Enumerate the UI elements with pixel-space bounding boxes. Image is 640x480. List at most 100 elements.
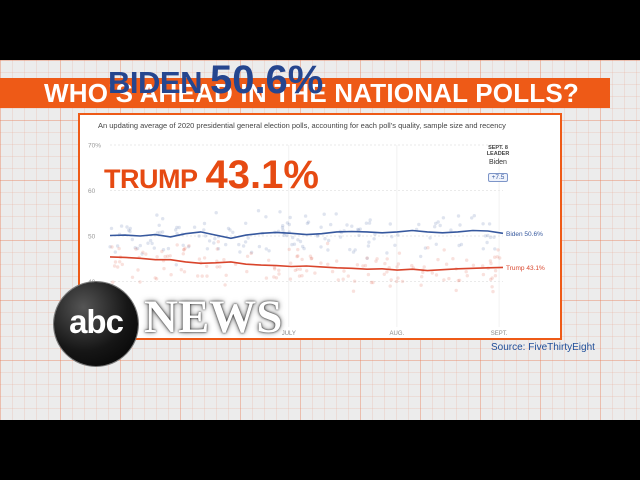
poll-dot [280,226,285,230]
poll-dot [322,212,326,216]
chart-subtitle: An updating average of 2020 presidential… [98,121,506,130]
poll-dot [305,269,309,273]
poll-dot [352,279,357,283]
poll-dot [313,271,317,275]
poll-dot [245,269,249,274]
poll-dot [277,272,281,276]
trump-end-label: Trump 43.1% [506,265,545,272]
poll-dot [441,216,446,220]
poll-dot [336,278,340,282]
poll-dot [426,246,430,250]
poll-dot [395,265,399,269]
poll-dot [465,274,469,278]
poll-dot [350,224,354,228]
poll-dot [155,213,159,217]
poll-dot [300,257,304,262]
poll-dot [371,280,375,285]
poll-dot [421,270,425,275]
poll-dot [175,243,179,247]
poll-dot [389,278,393,282]
poll-dot [436,220,440,224]
poll-dot [422,265,426,269]
poll-dot [182,248,186,252]
poll-dot [127,228,131,232]
trump-overlay-pct: 43.1% [205,153,319,197]
poll-dot [330,269,335,274]
poll-dot [249,250,254,254]
poll-dot [341,277,345,281]
poll-dot [287,247,291,252]
poll-dot [396,262,401,266]
poll-dot [325,241,330,246]
poll-dot [365,256,369,260]
leader-name: Biden [489,159,507,166]
poll-dot [186,245,191,249]
poll-dot [373,232,377,236]
poll-dot [161,217,165,221]
poll-dot [486,233,490,238]
poll-dot [116,265,120,269]
y-tick-label: 60 [88,188,96,195]
poll-dot [214,211,218,215]
poll-dot [353,248,357,252]
trump-overlay: TRUMP 43.1% [104,153,319,198]
poll-dot [112,264,117,268]
poll-dot [489,277,493,282]
poll-dot [400,279,405,284]
poll-dot [125,225,129,229]
poll-dot [296,254,300,258]
poll-dot [419,254,423,259]
poll-dot [203,234,208,238]
poll-dot [327,238,331,243]
poll-dot [278,210,282,214]
poll-dot [383,261,387,266]
poll-dot [319,261,323,265]
poll-dot [309,257,313,261]
trump-overlay-name: TRUMP [104,164,198,194]
poll-dot [382,272,386,276]
poll-dot [393,243,397,247]
poll-dot [488,259,493,263]
leader-box: SEPT. 8 LEADER Biden +7.5 [478,145,518,184]
poll-dot [175,231,179,236]
leader-margin: +7.5 [487,173,509,182]
poll-dot [306,220,311,224]
poll-dot [319,225,323,229]
poll-dot [495,255,499,259]
poll-dot [224,273,228,277]
poll-dot [454,288,458,293]
poll-dot [138,243,142,248]
poll-dot [374,259,378,263]
poll-dot [419,283,423,287]
poll-dot [187,244,191,248]
poll-dot [438,223,442,228]
poll-dot [472,214,476,218]
poll-dot [160,230,165,234]
x-tick-label: JULY [282,331,296,337]
poll-dot [493,274,498,278]
poll-dot [272,265,277,270]
poll-dot [493,247,497,251]
poll-dot [456,278,460,283]
poll-dot [457,278,462,282]
poll-dot [458,223,462,227]
poll-dot [237,242,241,247]
poll-dot [493,255,497,259]
poll-dot [315,234,320,238]
poll-dot [481,222,485,226]
poll-dot [257,244,262,249]
poll-dot [496,248,500,252]
poll-dot [256,209,261,213]
poll-dot [281,224,285,228]
poll-dot [197,234,201,238]
poll-dot [285,221,290,225]
poll-dot [302,246,306,251]
poll-dot [197,257,202,261]
poll-dot [287,222,291,227]
y-tick-label: 50 [88,234,96,241]
poll-dot [192,225,197,229]
poll-dot [205,247,210,251]
poll-dot [157,223,161,227]
poll-dot [238,250,242,254]
poll-dot [134,247,138,251]
